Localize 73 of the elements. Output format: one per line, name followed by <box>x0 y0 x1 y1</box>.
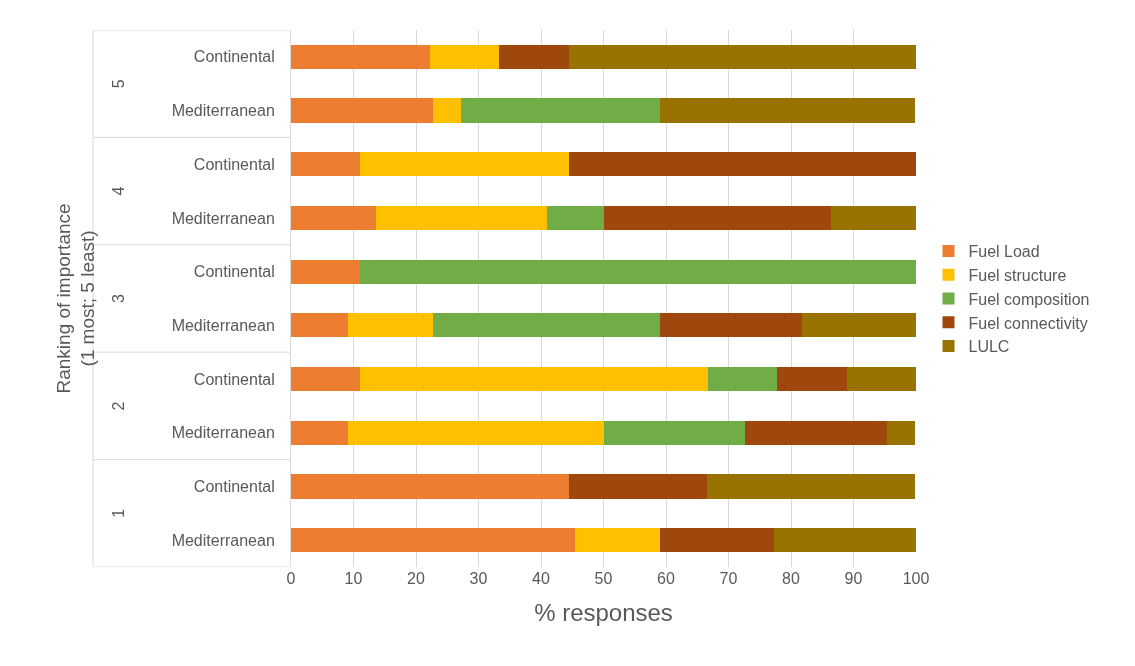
text: 3 <box>110 294 127 303</box>
bar <box>360 366 708 392</box>
y-tick-label: Continental <box>193 155 275 173</box>
x-axis-title: % responses <box>534 599 673 627</box>
bar <box>347 420 604 445</box>
text: 1 <box>110 508 128 518</box>
bar <box>291 366 361 392</box>
x-tick-label: 60 <box>657 570 675 587</box>
x-tick-label: 0 <box>286 570 296 587</box>
legend-label: Fuel connectivity <box>968 314 1088 332</box>
bar <box>603 205 831 231</box>
text: 5 <box>109 79 127 89</box>
y-axis-title: Ranking of importance (1 most; 5 least) <box>52 203 99 394</box>
bar <box>777 366 847 392</box>
bar <box>432 313 661 338</box>
bar <box>707 474 916 499</box>
bar <box>603 420 746 445</box>
bar <box>291 205 376 231</box>
y-tick-label: Mediterranean <box>171 316 275 334</box>
bar <box>846 366 916 392</box>
x-tick-label: 10 <box>344 570 363 587</box>
y-tick-label: Continental <box>193 478 275 496</box>
y-tick-label: Mediterranean <box>171 531 275 549</box>
x-tick-label: 20 <box>407 570 425 587</box>
bar <box>660 528 775 553</box>
x-tick-label: 70 <box>719 570 738 587</box>
x-tick-label: 30 <box>469 570 488 587</box>
bar <box>568 44 916 69</box>
y-tick-label: Continental <box>193 48 275 66</box>
bar <box>291 528 576 553</box>
text: 4 <box>110 186 128 196</box>
bar <box>660 313 803 338</box>
bar <box>291 420 348 445</box>
bar <box>347 313 433 338</box>
x-tick-label: 100 <box>902 570 930 587</box>
bar <box>429 44 500 69</box>
bar <box>546 205 604 231</box>
legend-label: Fuel structure <box>968 266 1067 284</box>
bar <box>575 528 661 553</box>
bar <box>831 205 916 231</box>
bar <box>360 259 916 284</box>
bar <box>568 474 708 499</box>
bar <box>774 528 916 553</box>
bar <box>887 420 916 445</box>
y-tick-label: Mediterranean <box>171 102 275 120</box>
bar <box>461 98 660 123</box>
bar <box>360 152 569 177</box>
bar <box>432 98 461 123</box>
x-tick-label: 80 <box>782 570 800 587</box>
x-tick-label: 40 <box>532 570 550 587</box>
bar <box>291 259 361 284</box>
bar <box>745 420 888 445</box>
x-tick-label: 90 <box>844 570 863 587</box>
legend-label: Fuel Load <box>968 243 1040 261</box>
bar <box>291 98 433 123</box>
y-tick-label: Mediterranean <box>171 424 275 442</box>
bar <box>499 44 569 69</box>
bar <box>659 98 916 123</box>
bar <box>707 366 778 392</box>
bar <box>568 152 916 177</box>
legend-label: Fuel composition <box>968 290 1090 308</box>
x-tick-label: 50 <box>594 570 613 587</box>
y-tick-label: Mediterranean <box>171 209 275 227</box>
bar <box>291 474 569 499</box>
bar <box>291 313 348 338</box>
legend-label: LULC <box>968 338 1010 356</box>
bar <box>376 205 547 231</box>
bar <box>291 44 430 69</box>
y-tick-label: Continental <box>193 263 275 281</box>
bar <box>802 313 916 338</box>
y-tick-label: Continental <box>193 370 275 388</box>
text: 2 <box>109 401 127 411</box>
bar <box>291 152 361 177</box>
